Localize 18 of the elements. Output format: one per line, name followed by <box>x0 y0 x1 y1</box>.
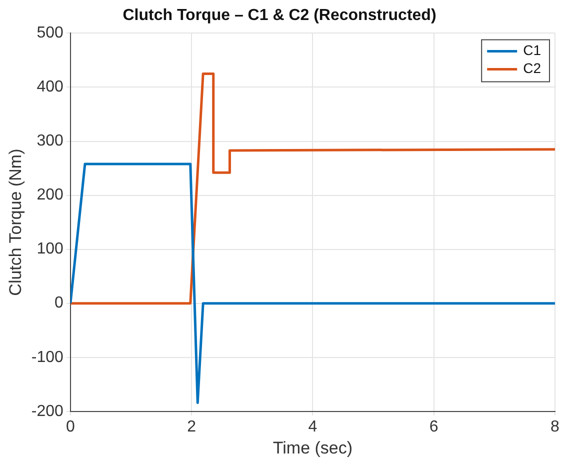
y-tick-label: -200 <box>31 402 64 420</box>
legend-label: C1 <box>523 42 542 58</box>
x-tick-label: 2 <box>187 418 196 436</box>
y-tick-label: 200 <box>36 186 64 204</box>
x-tick-label: 8 <box>550 418 560 436</box>
y-tick-label: 100 <box>36 240 64 258</box>
y-tick-label: -100 <box>31 348 64 366</box>
x-tick-label: 0 <box>66 418 75 436</box>
y-tick-label: 500 <box>36 24 64 42</box>
chart-title: Clutch Torque – C1 & C2 (Reconstructed) <box>122 7 436 24</box>
legend-label: C2 <box>523 60 542 76</box>
y-tick-label: 400 <box>36 78 64 96</box>
y-tick-label: 0 <box>54 294 64 312</box>
x-tick-label: 4 <box>308 418 318 436</box>
y-axis-title: Clutch Torque (Nm) <box>6 148 25 296</box>
y-tick-label: 300 <box>36 132 64 150</box>
x-axis-title: Time (sec) <box>272 438 353 458</box>
x-tick-label: 6 <box>429 418 438 436</box>
